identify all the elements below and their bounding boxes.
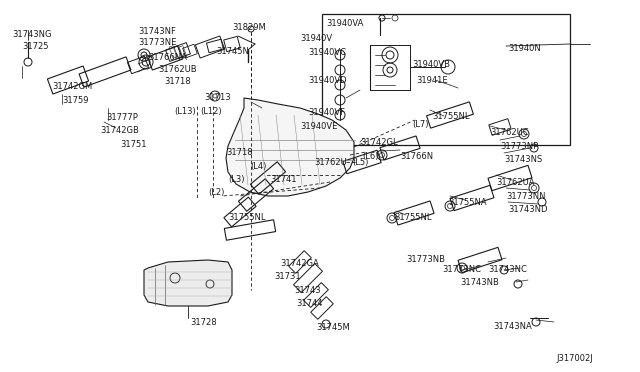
Polygon shape [144, 260, 232, 306]
Text: 31743: 31743 [294, 286, 321, 295]
Text: 31751: 31751 [120, 140, 147, 149]
Text: (L7): (L7) [412, 120, 429, 129]
Polygon shape [226, 98, 354, 196]
Text: 31940VF: 31940VF [308, 108, 345, 117]
Text: 31731: 31731 [274, 272, 301, 281]
Text: 31743NB: 31743NB [460, 278, 499, 287]
Text: 31941E: 31941E [416, 76, 447, 85]
Text: 31745N: 31745N [216, 47, 249, 56]
Text: (L5): (L5) [352, 158, 369, 167]
Text: 31743NG: 31743NG [12, 30, 51, 39]
Text: 31718: 31718 [226, 148, 253, 157]
Text: 31755NL: 31755NL [228, 213, 266, 222]
Text: 31743NC: 31743NC [488, 265, 527, 274]
Text: 31940N: 31940N [508, 44, 541, 53]
Text: 31713: 31713 [204, 93, 230, 102]
Text: 31762UA: 31762UA [496, 178, 534, 187]
Text: 31742GB: 31742GB [100, 126, 139, 135]
Text: 31742GL: 31742GL [360, 138, 397, 147]
Text: 31766NA: 31766NA [148, 53, 187, 62]
Text: 31743NS: 31743NS [504, 155, 542, 164]
Text: 31725: 31725 [22, 42, 49, 51]
Bar [322, 14, 570, 145]
Text: 31940V: 31940V [300, 34, 332, 43]
Text: 31773NP: 31773NP [500, 142, 538, 151]
Text: 31777P: 31777P [106, 113, 138, 122]
Text: 31829M: 31829M [232, 23, 266, 32]
Text: 31755NL: 31755NL [394, 213, 431, 222]
Text: 31762U: 31762U [314, 158, 347, 167]
Text: 31940VC: 31940VC [308, 48, 346, 57]
Text: (L13): (L13) [174, 107, 196, 116]
Text: 31773NC: 31773NC [442, 265, 481, 274]
Text: (L3): (L3) [228, 175, 244, 184]
Text: 31940VB: 31940VB [412, 60, 450, 69]
Text: (L4): (L4) [250, 162, 266, 171]
Text: 31743ND: 31743ND [508, 205, 547, 214]
Text: 31743NA: 31743NA [493, 322, 532, 331]
Text: J317002J: J317002J [556, 354, 593, 363]
Text: 31718: 31718 [164, 77, 191, 86]
Text: 31940VD: 31940VD [308, 76, 347, 85]
Text: 31762UB: 31762UB [158, 65, 196, 74]
Text: 31743NF: 31743NF [138, 27, 176, 36]
Text: 31755NA: 31755NA [448, 198, 486, 207]
Text: 31741: 31741 [270, 175, 296, 184]
Text: 31759: 31759 [62, 96, 88, 105]
Text: 31742GA: 31742GA [280, 259, 319, 268]
Text: 31773NB: 31773NB [406, 255, 445, 264]
Text: 31766N: 31766N [400, 152, 433, 161]
Text: 31940VE: 31940VE [300, 122, 337, 131]
Text: (L2): (L2) [208, 188, 225, 197]
Text: 31755NL: 31755NL [432, 112, 470, 121]
Text: (L6): (L6) [362, 152, 378, 161]
Text: 31773NE: 31773NE [138, 38, 177, 47]
Text: 31745M: 31745M [316, 323, 349, 332]
Text: 31744: 31744 [296, 299, 323, 308]
Text: 31728: 31728 [190, 318, 216, 327]
Text: 31742GM: 31742GM [52, 82, 92, 91]
Text: 31773NN: 31773NN [506, 192, 545, 201]
Text: 31940VA: 31940VA [326, 19, 364, 28]
Text: (L12): (L12) [200, 107, 221, 116]
Text: 31762UC: 31762UC [490, 128, 529, 137]
